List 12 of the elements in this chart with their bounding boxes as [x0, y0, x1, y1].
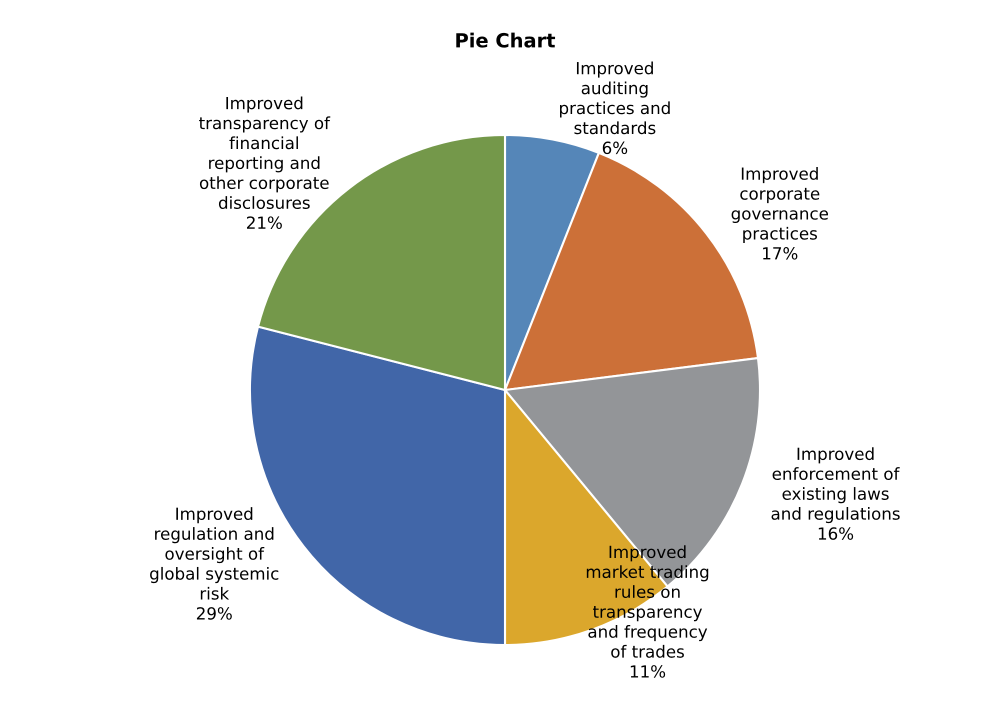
slice-label: Improved auditing practices and standards — [560, 62, 670, 134]
slice-label: Improved corporate governance practices — [732, 167, 828, 243]
chart-title: Pie Chart — [456, 32, 556, 48]
slice-label: Improved regulation and oversight of global systemic risk — [150, 507, 278, 600]
data-label: 17% — [763, 247, 798, 260]
data-label: 16% — [818, 527, 854, 540]
data-label: 21% — [246, 216, 282, 229]
slice-label: Improved transparency of financial reporting and other corporate disclosures — [199, 96, 330, 210]
data-label: 29% — [196, 607, 232, 620]
data-label: 11% — [630, 665, 666, 678]
data-label: 6% — [602, 142, 628, 154]
slice-label: Improved enforcement of existing laws and regulations — [772, 447, 900, 524]
